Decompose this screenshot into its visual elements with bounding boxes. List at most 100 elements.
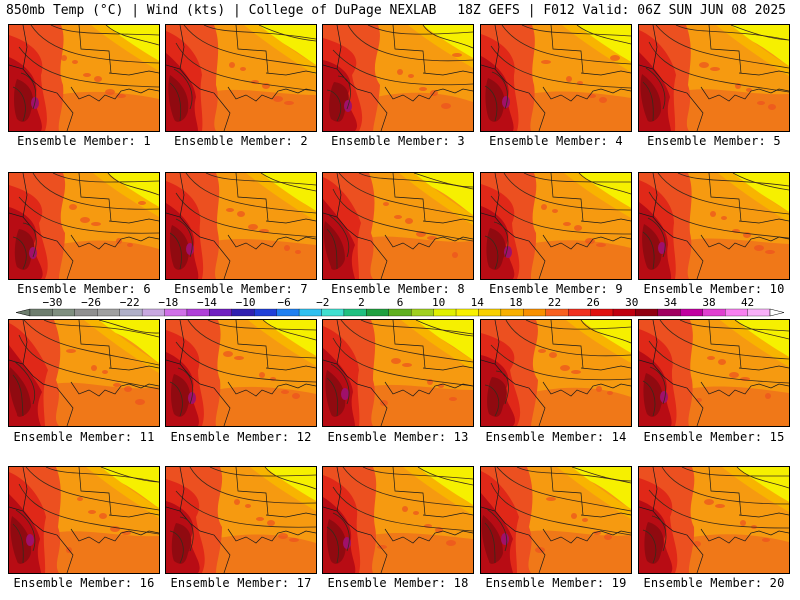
- temperature-map: [9, 467, 159, 573]
- ensemble-map-panel: [165, 24, 317, 132]
- colorbar-swatch: [455, 308, 479, 317]
- ensemble-member-label: Ensemble Member: 11: [13, 430, 155, 444]
- colorbar-tick-label: −6: [277, 296, 291, 309]
- colorbar-tick-label: 10: [431, 296, 446, 309]
- colorbar-tick-label: 26: [586, 296, 600, 309]
- colorbar-tick-label: −14: [196, 296, 217, 309]
- colorbar-tick-label: −18: [158, 296, 179, 309]
- colorbar-tick-label: 18: [509, 296, 523, 309]
- colorbar-swatch: [209, 308, 232, 317]
- ensemble-map-panel: [8, 172, 160, 280]
- ensemble-member-label: Ensemble Member: 2: [174, 134, 308, 148]
- colorbar-swatch: [186, 308, 210, 317]
- map-title: 850mb Temp (°C) | Wind (kts) | College o…: [6, 3, 437, 18]
- temperature-map: [9, 320, 159, 426]
- colorbar-max-arrow: [769, 308, 785, 317]
- colorbar-swatch: [388, 308, 412, 317]
- colorbar-tick-label: 34: [663, 296, 677, 309]
- temperature-map: [639, 320, 789, 426]
- temperature-map: [323, 173, 473, 279]
- ensemble-map-panel: [480, 24, 632, 132]
- ensemble-map-panel: [322, 24, 474, 132]
- colorbar-swatch: [119, 308, 143, 317]
- colorbar-tick-label: 38: [702, 296, 716, 309]
- temperature-map: [639, 25, 789, 131]
- temperature-map: [166, 467, 316, 573]
- ensemble-member-label: Ensemble Member: 3: [331, 134, 465, 148]
- temperature-map: [323, 467, 473, 573]
- colorbar-tick-label: 22: [547, 296, 562, 309]
- colorbar-swatch: [657, 308, 681, 317]
- colorbar-tick-label: 6: [396, 296, 404, 309]
- colorbar-swatch: [635, 308, 659, 317]
- ensemble-map-panel: [480, 466, 632, 574]
- colorbar-swatch: [321, 308, 345, 317]
- colorbar-swatch: [702, 308, 726, 317]
- ensemble-member-label: Ensemble Member: 1: [17, 134, 151, 148]
- colorbar-swatch: [343, 308, 367, 317]
- ensemble-map-panel: [165, 319, 317, 427]
- colorbar-swatch: [590, 308, 614, 317]
- ensemble-member-label: Ensemble Member: 17: [170, 576, 312, 590]
- ensemble-map-panel: [322, 319, 474, 427]
- temperature-map: [481, 173, 631, 279]
- colorbar-tick-label: 14: [470, 296, 484, 309]
- colorbar-swatch: [231, 308, 255, 317]
- ensemble-map-panel: [638, 319, 790, 427]
- ensemble-map-panel: [638, 172, 790, 280]
- ensemble-member-label: Ensemble Member: 15: [643, 430, 785, 444]
- ensemble-member-label: Ensemble Member: 10: [643, 282, 785, 296]
- colorbar-swatch: [97, 308, 120, 317]
- ensemble-map-panel: [480, 172, 632, 280]
- colorbar-tick-label: −26: [81, 296, 101, 309]
- colorbar-tick-label: 2: [358, 296, 365, 309]
- ensemble-member-label: Ensemble Member: 8: [331, 282, 465, 296]
- ensemble-member-label: Ensemble Member: 4: [489, 134, 623, 148]
- ensemble-member-label: Ensemble Member: 20: [643, 576, 785, 590]
- temperature-map: [9, 173, 159, 279]
- colorbar-tick-label: −30: [42, 296, 63, 309]
- ensemble-member-label: Ensemble Member: 13: [327, 430, 469, 444]
- colorbar-swatch: [254, 308, 277, 317]
- colorbar-swatch: [366, 308, 389, 317]
- colorbar-tick-label: 30: [625, 296, 639, 309]
- temperature-map: [639, 173, 789, 279]
- temperature-colorbar: −30 −26 −22 −18 −14 −10 −6 −2 2 6 10 14 18 22 26 30 34 38…: [14, 296, 786, 322]
- colorbar-swatch: [545, 308, 569, 317]
- ensemble-map-panel: [8, 24, 160, 132]
- colorbar-swatch: [74, 308, 98, 317]
- temperature-map: [166, 25, 316, 131]
- colorbar-tick-label: −10: [235, 296, 256, 309]
- colorbar-tick-label: 42: [740, 296, 755, 309]
- colorbar-min-arrow: [15, 308, 31, 317]
- ensemble-member-label: Ensemble Member: 6: [17, 282, 151, 296]
- ensemble-member-label: Ensemble Member: 18: [327, 576, 469, 590]
- ensemble-map-panel: [165, 172, 317, 280]
- colorbar-swatch: [29, 308, 53, 317]
- temperature-map: [166, 173, 316, 279]
- ensemble-map-panel: [480, 319, 632, 427]
- colorbar-swatch: [725, 308, 748, 317]
- model-run-info: 18Z GEFS | F012 Valid: 06Z SUN JUN 08 20…: [457, 3, 786, 18]
- colorbar-swatch: [500, 308, 524, 317]
- temperature-map: [481, 25, 631, 131]
- ensemble-member-label: Ensemble Member: 14: [485, 430, 627, 444]
- ensemble-member-label: Ensemble Member: 9: [489, 282, 623, 296]
- colorbar-swatch: [568, 308, 591, 317]
- colorbar-swatches: [15, 308, 785, 317]
- ensemble-map-panel: [8, 466, 160, 574]
- temperature-map: [481, 320, 631, 426]
- temperature-map: [323, 320, 473, 426]
- colorbar-swatch: [411, 308, 434, 317]
- colorbar-tick-label: −2: [316, 296, 330, 309]
- ensemble-map-panel: [638, 466, 790, 574]
- ensemble-member-label: Ensemble Member: 16: [13, 576, 155, 590]
- ensemble-map-panel: [8, 319, 160, 427]
- ensemble-map-panel: [165, 466, 317, 574]
- colorbar-swatch: [141, 308, 165, 317]
- colorbar-swatch: [478, 308, 502, 317]
- temperature-map: [323, 25, 473, 131]
- colorbar-swatch: [52, 308, 75, 317]
- colorbar-swatch: [747, 308, 771, 317]
